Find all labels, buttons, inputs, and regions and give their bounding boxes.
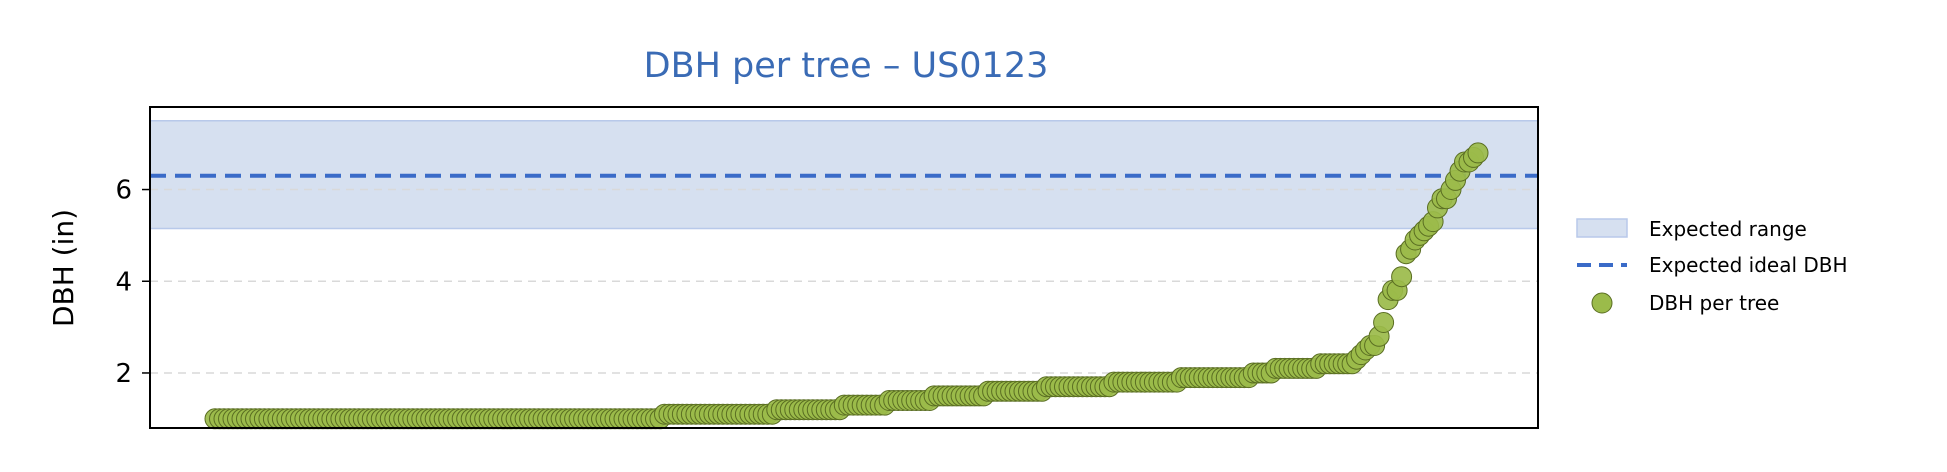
legend-swatch-expected-range bbox=[1576, 218, 1628, 238]
data-point bbox=[1467, 142, 1489, 164]
legend-label-dbh-per-tree: DBH per tree bbox=[1649, 291, 1779, 315]
legend: Expected range Expected ideal DBH DBH per … bbox=[1576, 217, 1848, 315]
legend-label-expected-ideal: Expected ideal DBH bbox=[1649, 253, 1848, 277]
plot-area: 2 4 6 bbox=[115, 106, 1539, 430]
data-point bbox=[1373, 312, 1395, 333]
legend-swatch-dbh-per-tree bbox=[1591, 292, 1613, 314]
legend-label-expected-range: Expected range bbox=[1649, 217, 1807, 241]
y-axis-label: DBH (in) bbox=[47, 209, 80, 327]
y-tick-label: 6 bbox=[115, 176, 132, 206]
y-tick-label: 2 bbox=[115, 359, 132, 389]
y-tick-label: 4 bbox=[115, 267, 132, 297]
chart-title: DBH per tree – US0123 bbox=[644, 46, 1049, 86]
axes-frame bbox=[149, 106, 1539, 429]
data-point bbox=[1391, 266, 1413, 288]
